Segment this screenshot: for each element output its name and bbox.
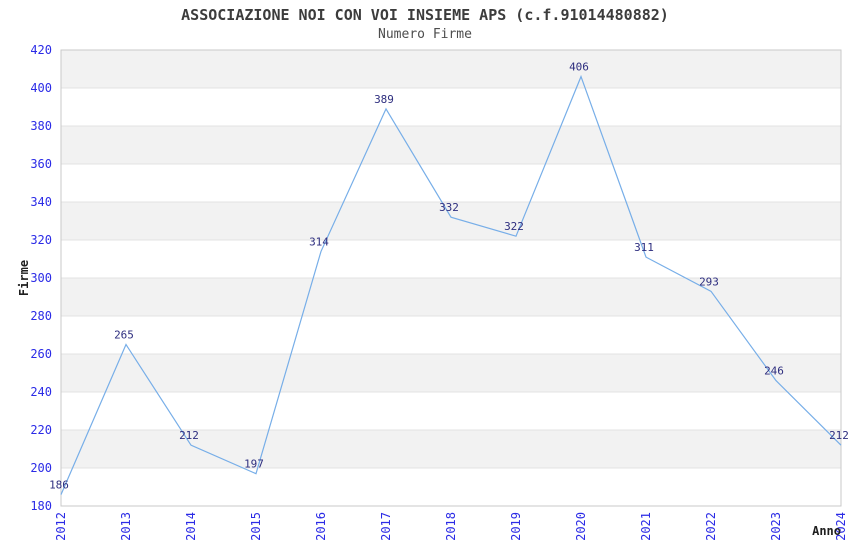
y-tick-label: 320 xyxy=(30,233,52,247)
x-axis-title: Anno xyxy=(812,524,841,538)
x-tick-label: 2018 xyxy=(444,512,458,541)
grid-band xyxy=(61,50,841,88)
x-tick-label: 2017 xyxy=(379,512,393,541)
point-label: 197 xyxy=(244,458,264,471)
grid-band xyxy=(61,126,841,164)
y-tick-label: 360 xyxy=(30,157,52,171)
y-tick-label: 340 xyxy=(30,195,52,209)
point-label: 186 xyxy=(49,479,69,492)
x-tick-label: 2013 xyxy=(119,512,133,541)
x-tick-label: 2014 xyxy=(184,512,198,541)
y-tick-label: 420 xyxy=(30,43,52,57)
point-label: 293 xyxy=(699,275,719,288)
y-tick-label: 200 xyxy=(30,461,52,475)
x-tick-label: 2012 xyxy=(54,512,68,541)
series-line xyxy=(60,74,842,495)
point-label: 389 xyxy=(374,93,394,106)
point-label: 212 xyxy=(829,429,849,442)
grid-band xyxy=(61,202,841,240)
x-tick-label: 2015 xyxy=(249,512,263,541)
y-tick-label: 260 xyxy=(30,347,52,361)
grid-band xyxy=(61,430,841,468)
point-label: 212 xyxy=(179,429,199,442)
y-tick-label: 240 xyxy=(30,385,52,399)
point-label: 322 xyxy=(504,220,524,233)
x-tick-label: 2019 xyxy=(509,512,523,541)
point-label: 332 xyxy=(439,201,459,214)
y-tick-label: 280 xyxy=(30,309,52,323)
point-label: 314 xyxy=(309,235,329,248)
x-tick-label: 2021 xyxy=(639,512,653,541)
y-tick-label: 380 xyxy=(30,119,52,133)
x-tick-label: 2023 xyxy=(769,512,783,541)
grid-band xyxy=(61,278,841,316)
grid-band xyxy=(61,354,841,392)
x-tick-label: 2022 xyxy=(704,512,718,541)
point-label: 265 xyxy=(114,329,134,342)
x-tick-label: 2020 xyxy=(574,512,588,541)
y-tick-label: 300 xyxy=(30,271,52,285)
chart-title: ASSOCIAZIONE NOI CON VOI INSIEME APS (c.… xyxy=(181,6,669,24)
y-tick-label: 400 xyxy=(30,81,52,95)
point-label: 311 xyxy=(634,241,654,254)
y-tick-label: 180 xyxy=(30,499,52,513)
point-label: 406 xyxy=(569,61,589,74)
point-label: 246 xyxy=(764,365,784,378)
x-tick-label: 2024 xyxy=(834,512,848,541)
y-tick-label: 220 xyxy=(30,423,52,437)
x-tick-label: 2016 xyxy=(314,512,328,541)
y-axis-title: Firme xyxy=(17,260,31,296)
chart-subtitle: Numero Firme xyxy=(378,27,472,42)
plot-border xyxy=(60,49,842,507)
